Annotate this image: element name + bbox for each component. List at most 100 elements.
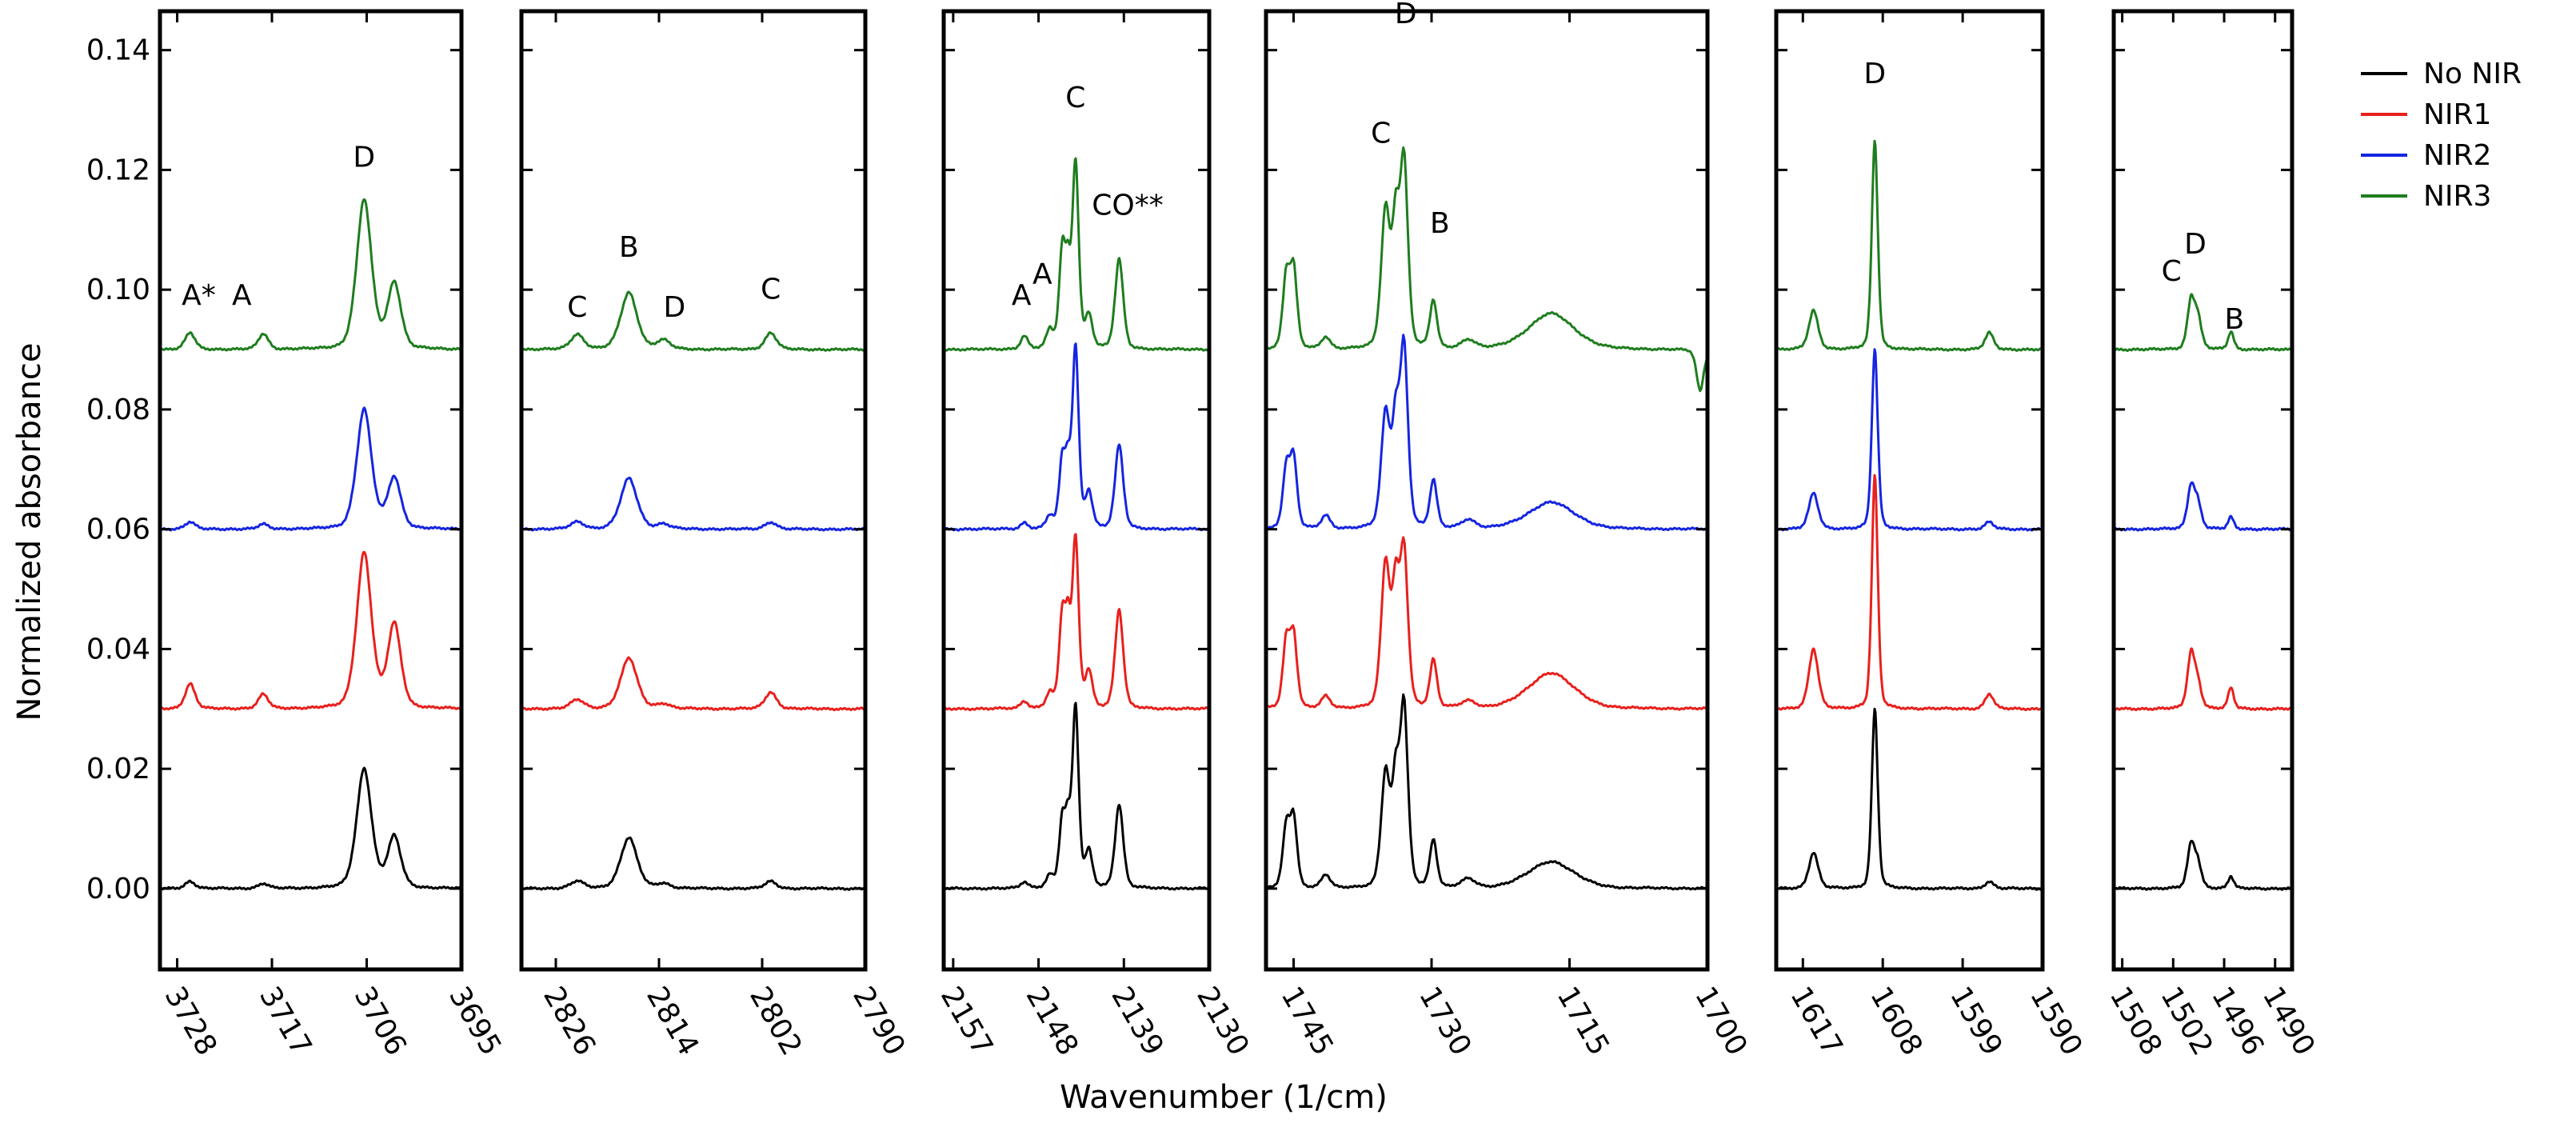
legend-item-nir2: NIR2 (2361, 139, 2491, 172)
x-tick-label: 2826 (537, 981, 601, 1061)
panel-4: 1745 1730 1715 1700 C D B (1264, 0, 1753, 1061)
y-axis-title: Normalized absorbance (11, 342, 48, 721)
series-line-nir1-panel-3 (944, 533, 1209, 712)
y-tick-label: 0.12 (86, 154, 150, 186)
series-line-nir2-panel-5 (1776, 348, 2043, 532)
legend-label: NIR2 (2423, 139, 2491, 172)
peak-annotation: C (567, 291, 587, 324)
x-tick-label: 1599 (1943, 981, 2008, 1061)
series-line-nir3-panel-2 (521, 290, 865, 352)
legend-item-nir1: NIR1 (2361, 98, 2491, 131)
series-line-no-nir-panel-1 (160, 766, 461, 891)
y-tick-label: 0.02 (86, 753, 150, 785)
peak-annotation: D (353, 142, 375, 174)
series-line-nir3-panel-6 (2114, 293, 2292, 352)
y-tick-label: 0.06 (86, 514, 150, 546)
series-line-nir3-panel-4 (1266, 146, 1707, 393)
legend-label: NIR3 (2423, 180, 2491, 213)
y-tick-label: 0.00 (86, 873, 150, 905)
x-tick-label: 2802 (743, 981, 808, 1061)
series-line-nir3-panel-5 (1776, 139, 2043, 352)
panel-frame (1774, 9, 2045, 972)
peak-annotation: C (761, 273, 781, 306)
legend: No NIR NIR1 NIR2 NIR3 (2361, 58, 2522, 213)
series-line-no-nir-panel-2 (521, 836, 865, 891)
series-line-nir3-panel-3 (944, 157, 1209, 352)
peak-annotation: D (663, 291, 685, 324)
series-line-nir1-panel-6 (2114, 647, 2292, 712)
y-tick-label: 0.14 (86, 34, 150, 67)
peak-annotation: A (1032, 258, 1052, 291)
panel-frame (158, 9, 464, 972)
x-tick-label: 1700 (1688, 981, 1753, 1061)
x-tick-label: 2148 (1020, 981, 1084, 1061)
series-line-nir1-panel-1 (160, 550, 461, 711)
panel-3: 2157 2148 2139 2130 AA C CO** (934, 9, 1255, 1061)
peak-annotation: D (1395, 0, 1417, 30)
series-line-nir1-panel-5 (1776, 474, 2043, 712)
x-tick-label: 3695 (442, 981, 507, 1061)
series-line-nir2-panel-2 (521, 476, 865, 532)
series-line-nir2-panel-3 (944, 342, 1209, 532)
legend-item-nir3: NIR3 (2361, 180, 2491, 213)
x-tick-label: 1508 (2103, 981, 2168, 1061)
legend-label: NIR1 (2423, 98, 2491, 131)
peak-annotation: B (619, 231, 639, 264)
x-tick-label: 2157 (934, 981, 999, 1061)
peak-annotation: C (2162, 255, 2182, 288)
x-tick-label: 2790 (846, 981, 911, 1061)
y-tick-label: 0.10 (86, 274, 150, 306)
series-line-no-nir-panel-6 (2114, 839, 2292, 891)
x-tick-label: 3728 (158, 981, 223, 1061)
series-line-nir2-panel-1 (160, 406, 461, 532)
peak-annotation: A (1012, 279, 1032, 312)
x-tick-label: 1730 (1412, 981, 1477, 1061)
series-line-nir1-panel-4 (1266, 536, 1707, 711)
panel-frame (941, 9, 1212, 972)
x-tick-label: 2814 (640, 981, 705, 1061)
peak-annotation: B (2224, 303, 2244, 336)
x-tick-label: 3706 (348, 981, 413, 1061)
x-tick-label: 1502 (2154, 981, 2219, 1061)
peak-annotation: A (232, 279, 252, 312)
x-tick-label: 1745 (1275, 981, 1340, 1061)
x-tick-label: 2139 (1104, 981, 1169, 1061)
panel-5: 1617 1608 1599 1590 D (1774, 9, 2088, 1061)
x-tick-label: 3717 (253, 981, 318, 1061)
peak-annotation: D (1863, 58, 1886, 90)
legend-label: No NIR (2423, 58, 2522, 90)
x-tick-label: 1617 (1783, 981, 1848, 1061)
peak-annotation: C (1065, 82, 1085, 114)
peak-annotation: C (1371, 118, 1391, 150)
series-line-no-nir-panel-5 (1776, 707, 2043, 891)
series-line-no-nir-panel-4 (1266, 693, 1707, 891)
y-tick-label: 0.04 (86, 633, 150, 665)
legend-item-no-nir: No NIR (2361, 58, 2522, 90)
series-line-nir3-panel-1 (160, 198, 461, 352)
x-axis-title: Wavenumber (1/cm) (1060, 1079, 1388, 1116)
peak-annotation: CO** (1092, 190, 1163, 222)
x-tick-label: 1608 (1863, 981, 1928, 1061)
series-line-nir2-panel-4 (1266, 334, 1707, 531)
panels-layer: 3728 3717 3706 3695 0.00 0.02 0.04 0.06 0.08 0.10… (86, 0, 2321, 1061)
panel-frame (1264, 9, 1710, 972)
x-tick-label: 1590 (2023, 981, 2088, 1061)
x-tick-label: 2130 (1190, 981, 1255, 1061)
series-line-no-nir-panel-3 (944, 701, 1209, 891)
series-line-nir1-panel-2 (521, 656, 865, 712)
panel-frame (519, 9, 868, 972)
series-line-nir2-panel-6 (2114, 481, 2292, 532)
panel-frame (2111, 9, 2294, 972)
panel-1: 3728 3717 3706 3695 0.00 0.02 0.04 0.06 0.08 0.10… (86, 9, 507, 1061)
peak-annotation: A* (182, 279, 216, 312)
peak-annotation: B (1430, 207, 1450, 240)
peak-annotation: D (2184, 228, 2207, 261)
y-tick-label: 0.08 (86, 394, 150, 426)
x-tick-label: 1490 (2256, 981, 2321, 1061)
x-tick-label: 1496 (2205, 981, 2270, 1061)
x-tick-label: 1715 (1551, 981, 1615, 1061)
